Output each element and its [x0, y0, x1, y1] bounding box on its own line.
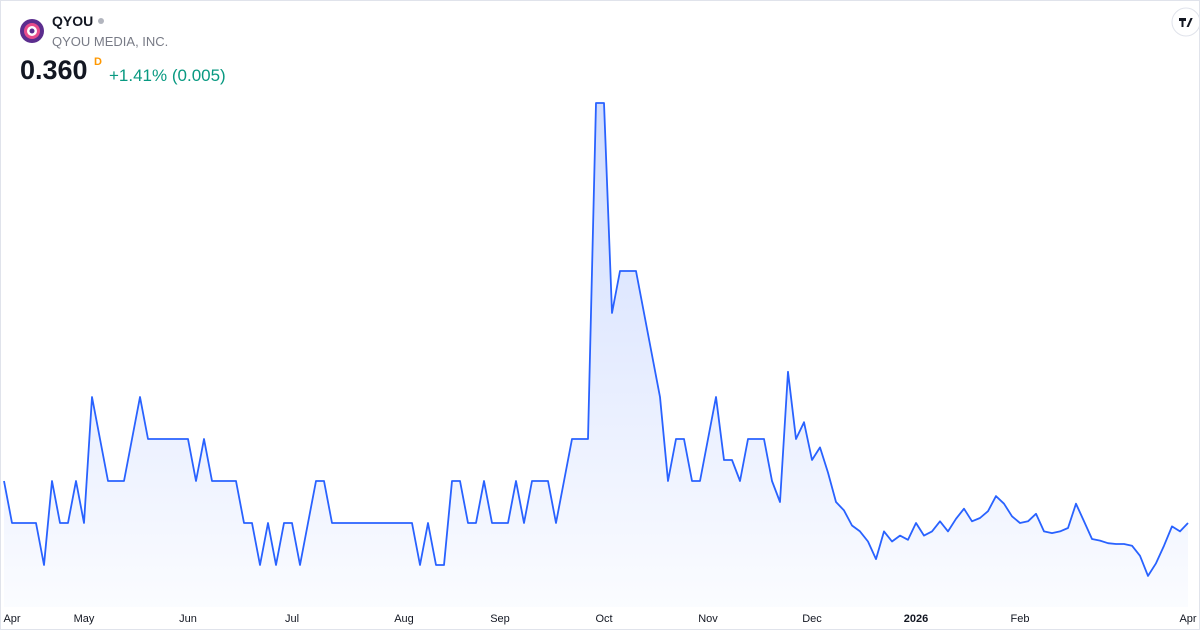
company-name: QYOU MEDIA, INC. [52, 34, 169, 49]
price: 0.360 [20, 55, 88, 85]
x-tick-label: May [74, 613, 95, 625]
area-fill [4, 103, 1188, 607]
price-line [3, 102, 1189, 577]
x-tick-label: Jul [285, 613, 299, 625]
logo [20, 19, 44, 43]
status-dot [98, 18, 104, 24]
x-tick-label: Jun [179, 613, 197, 625]
x-tick-label: 2026 [904, 613, 928, 625]
interval: D [94, 56, 102, 68]
x-tick-label: Apr [1179, 613, 1196, 625]
x-tick-label: Sep [490, 613, 510, 625]
change: +1.41% (0.005) [109, 66, 226, 85]
x-tick-label: Dec [802, 613, 822, 625]
symbol: QYOU [52, 13, 94, 29]
x-tick-label: Oct [595, 613, 612, 625]
tv-logo[interactable] [1171, 7, 1200, 37]
x-tick-label: Feb [1011, 613, 1030, 625]
x-tick-label: Nov [698, 613, 718, 625]
x-tick-label: Aug [394, 613, 414, 625]
x-tick-label: Apr [3, 613, 20, 625]
